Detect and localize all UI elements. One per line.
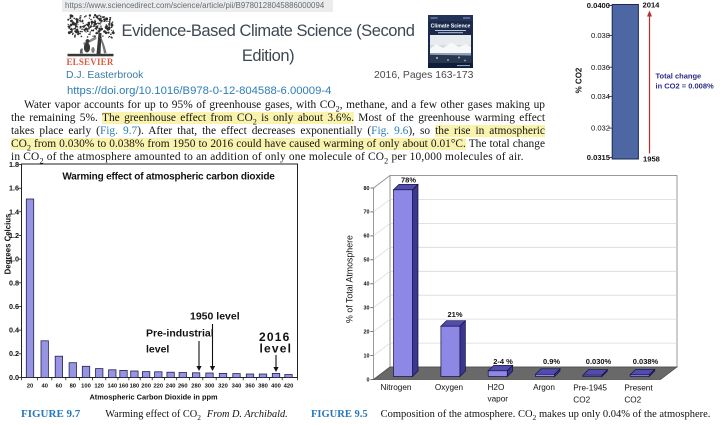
svg-text:0.038%: 0.038% — [633, 357, 659, 366]
svg-text:% CO2: % CO2 — [575, 67, 584, 93]
svg-text:240: 240 — [166, 384, 176, 390]
svg-text:Pre-industrial: Pre-industrial — [146, 328, 214, 340]
svg-text:Oxygen: Oxygen — [435, 383, 464, 392]
svg-text:320: 320 — [218, 384, 228, 390]
svg-text:0.038: 0.038 — [591, 31, 610, 40]
svg-text:Nitrogen: Nitrogen — [381, 383, 412, 392]
svg-text:30: 30 — [364, 306, 370, 312]
svg-text:20: 20 — [364, 329, 370, 335]
svg-text:100: 100 — [81, 384, 91, 390]
svg-text:200: 200 — [141, 384, 151, 390]
svg-text:% of Total Atmosphere: % of Total Atmosphere — [345, 235, 355, 323]
svg-text:1.8: 1.8 — [9, 160, 19, 169]
svg-text:H2O: H2O — [488, 383, 505, 392]
svg-text:0.6: 0.6 — [9, 302, 19, 311]
svg-text:Degrees Celcius: Degrees Celcius — [4, 213, 13, 274]
svg-text:Total change: Total change — [656, 72, 702, 81]
svg-text:80: 80 — [364, 186, 370, 192]
svg-text:50: 50 — [364, 258, 370, 264]
svg-text:Present: Present — [624, 384, 653, 393]
svg-text:180: 180 — [130, 384, 140, 390]
svg-text:level: level — [260, 342, 293, 356]
svg-text:0.030%: 0.030% — [586, 357, 612, 366]
svg-text:0.036: 0.036 — [591, 63, 610, 72]
svg-text:80: 80 — [70, 384, 76, 390]
svg-text:1.2: 1.2 — [9, 231, 19, 240]
svg-text:300: 300 — [205, 384, 215, 390]
svg-text:Warming effect of atmospheric: Warming effect of atmospheric carbon dio… — [62, 172, 275, 183]
svg-text:20: 20 — [27, 384, 33, 390]
svg-text:380: 380 — [258, 384, 268, 390]
svg-text:CO2: CO2 — [624, 396, 641, 405]
svg-text:70: 70 — [364, 210, 370, 216]
svg-text:160: 160 — [119, 384, 129, 390]
svg-text:Atmospheric Carbon Dioxide in: Atmospheric Carbon Dioxide in ppm — [89, 393, 218, 402]
svg-text:Climate Science: Climate Science — [431, 24, 471, 30]
svg-text:1.4: 1.4 — [9, 207, 19, 216]
svg-text:140: 140 — [107, 384, 117, 390]
svg-text:260: 260 — [178, 384, 188, 390]
svg-text:1.0: 1.0 — [9, 255, 19, 264]
svg-text:120: 120 — [94, 384, 104, 390]
svg-text:0.0400: 0.0400 — [587, 1, 610, 10]
svg-text:0.0: 0.0 — [9, 373, 19, 382]
svg-text:220: 220 — [153, 384, 163, 390]
svg-text:2014: 2014 — [643, 0, 661, 9]
svg-text:0.032: 0.032 — [591, 124, 610, 133]
svg-text:Pre-1945: Pre-1945 — [573, 384, 607, 393]
svg-text:40: 40 — [41, 384, 47, 390]
svg-text:40: 40 — [364, 282, 370, 288]
svg-text:2-4 %: 2-4 % — [493, 357, 513, 366]
svg-text:280: 280 — [191, 384, 201, 390]
svg-text:0.0315: 0.0315 — [587, 153, 611, 162]
svg-text:340: 340 — [232, 384, 242, 390]
svg-text:0.034: 0.034 — [591, 92, 610, 101]
svg-text:0: 0 — [367, 377, 370, 383]
svg-text:CO2: CO2 — [573, 396, 590, 405]
svg-text:60: 60 — [56, 384, 62, 390]
svg-text:vapor: vapor — [488, 395, 509, 404]
svg-text:2016: 2016 — [259, 330, 291, 344]
svg-text:1958: 1958 — [643, 155, 660, 164]
svg-text:21%: 21% — [447, 310, 462, 319]
svg-text:360: 360 — [245, 384, 255, 390]
svg-text:0.2: 0.2 — [9, 349, 19, 358]
svg-text:10: 10 — [364, 353, 370, 359]
svg-text:level: level — [146, 344, 169, 356]
svg-text:0.9%: 0.9% — [543, 357, 560, 366]
svg-text:Argon: Argon — [533, 383, 555, 392]
svg-text:1.6: 1.6 — [9, 184, 19, 193]
svg-text:420: 420 — [284, 384, 294, 390]
svg-text:in CO2 = 0.008%: in CO2 = 0.008% — [656, 82, 714, 91]
svg-text:400: 400 — [271, 384, 281, 390]
svg-text:60: 60 — [364, 234, 370, 240]
svg-text:0.4: 0.4 — [9, 326, 19, 335]
svg-text:78%: 78% — [401, 176, 416, 185]
svg-text:ELSEVIER: ELSEVIER — [66, 57, 113, 67]
svg-text:0.8: 0.8 — [9, 278, 19, 287]
svg-text:1950 level: 1950 level — [190, 311, 240, 323]
